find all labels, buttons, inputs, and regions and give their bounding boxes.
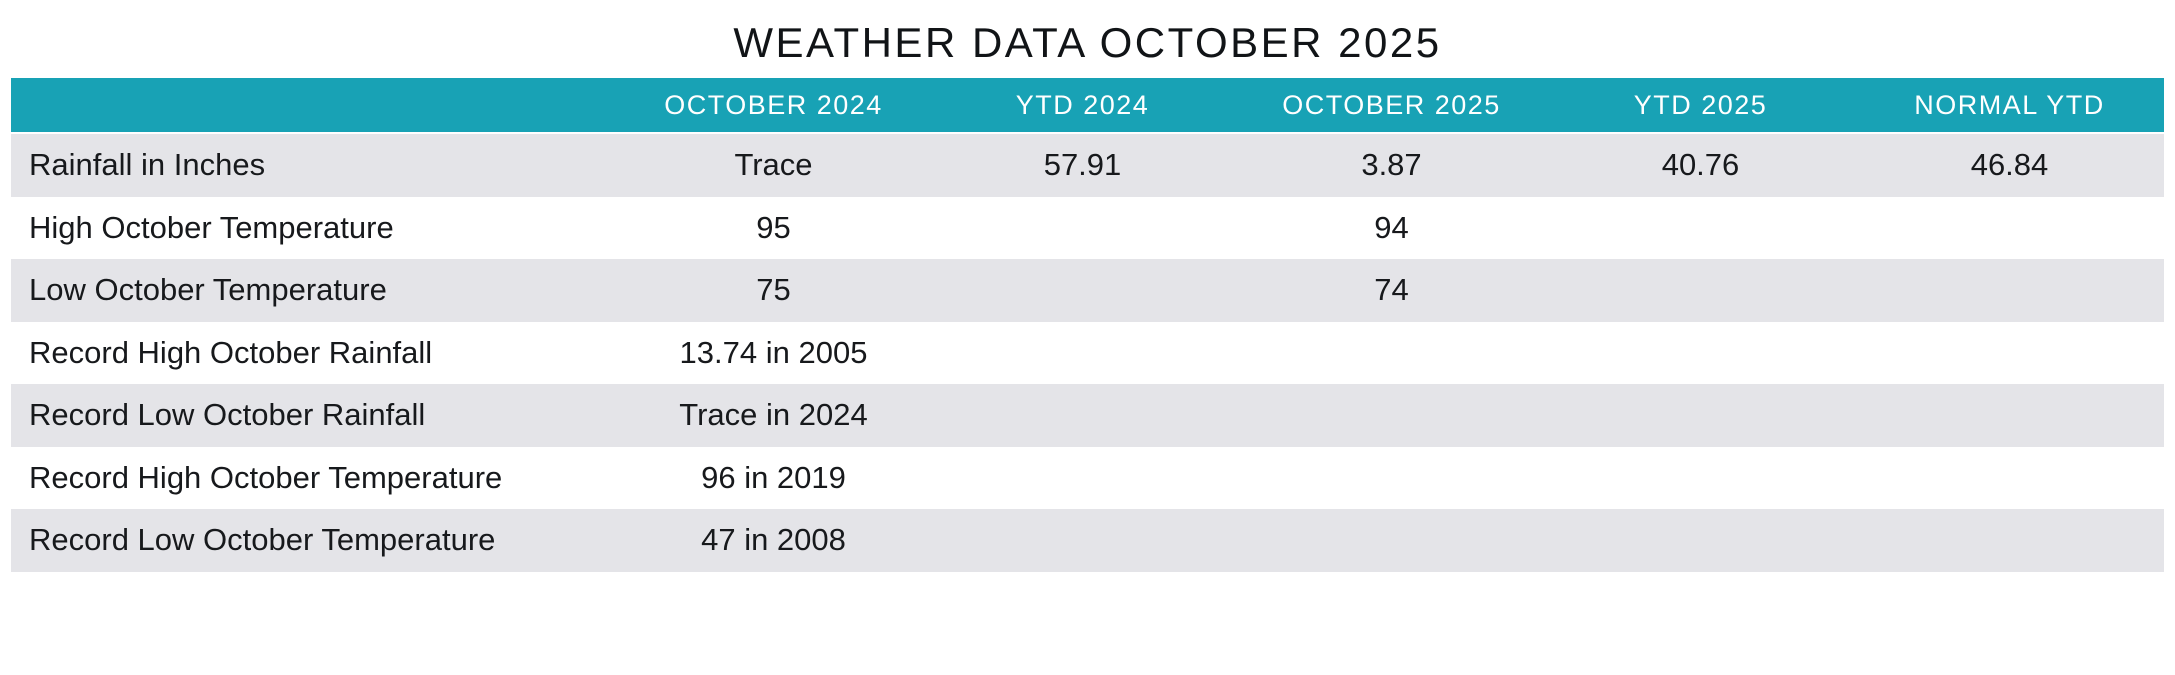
row-label: Record High October Temperature xyxy=(29,459,503,495)
column-header: YTD 2024 xyxy=(1015,89,1150,120)
column-header: YTD 2025 xyxy=(1633,89,1768,120)
row-label: Record Low October Rainfall xyxy=(29,397,426,433)
table-cell: 96 in 2019 xyxy=(701,459,846,495)
table-row: Record Low October Temperature 47 in 2008 xyxy=(11,509,2164,572)
table-body: Rainfall in Inches Trace 57.91 3.87 40.76 46.… xyxy=(11,134,2164,572)
table-row: Record High October Temperature 96 in 201… xyxy=(11,446,2164,509)
table-cell: 94 xyxy=(1374,209,1409,245)
row-label: Rainfall in Inches xyxy=(29,147,266,183)
column-header: OCTOBER 2024 xyxy=(664,89,883,120)
column-header: NORMAL YTD xyxy=(1914,89,2105,120)
table-cell: Trace in 2024 xyxy=(679,397,868,433)
table-row: Record Low October Rainfall Trace in 2024 xyxy=(11,384,2164,447)
table-cell: 47 in 2008 xyxy=(701,522,846,558)
row-label: High October Temperature xyxy=(29,209,394,245)
table-header-row: OCTOBER 2024 YTD 2024 OCTOBER 2025 YTD 2025… xyxy=(11,78,2164,132)
table-cell: 13.74 in 2005 xyxy=(679,334,868,370)
table-row: Low October Temperature 75 74 xyxy=(11,259,2164,322)
table-cell: 57.91 xyxy=(1043,147,1122,183)
table-row: Record High October Rainfall 13.74 in 200… xyxy=(11,321,2164,384)
table-cell: 95 xyxy=(756,209,791,245)
row-label: Record High October Rainfall xyxy=(29,334,433,370)
table-cell: 3.87 xyxy=(1361,147,1422,183)
table-cell: 40.76 xyxy=(1661,147,1740,183)
table-row: High October Temperature 95 94 xyxy=(11,196,2164,259)
table-cell: Trace xyxy=(734,147,813,183)
table-cell: 75 xyxy=(756,272,791,308)
page-title: WEATHER DATA OCTOBER 2025 xyxy=(733,19,1442,66)
row-label: Record Low October Temperature xyxy=(29,522,496,558)
weather-data-table: OCTOBER 2024 YTD 2024 OCTOBER 2025 YTD 2025… xyxy=(11,78,2164,572)
table-cell: 74 xyxy=(1374,272,1409,308)
table-cell: 46.84 xyxy=(1970,147,2049,183)
page: WEATHER DATA OCTOBER 2025 OCTOBER 2024 YT… xyxy=(0,22,2175,572)
row-label: Low October Temperature xyxy=(29,272,387,308)
column-header: OCTOBER 2025 xyxy=(1282,89,1501,120)
table-row: Rainfall in Inches Trace 57.91 3.87 40.76 46.… xyxy=(11,134,2164,197)
